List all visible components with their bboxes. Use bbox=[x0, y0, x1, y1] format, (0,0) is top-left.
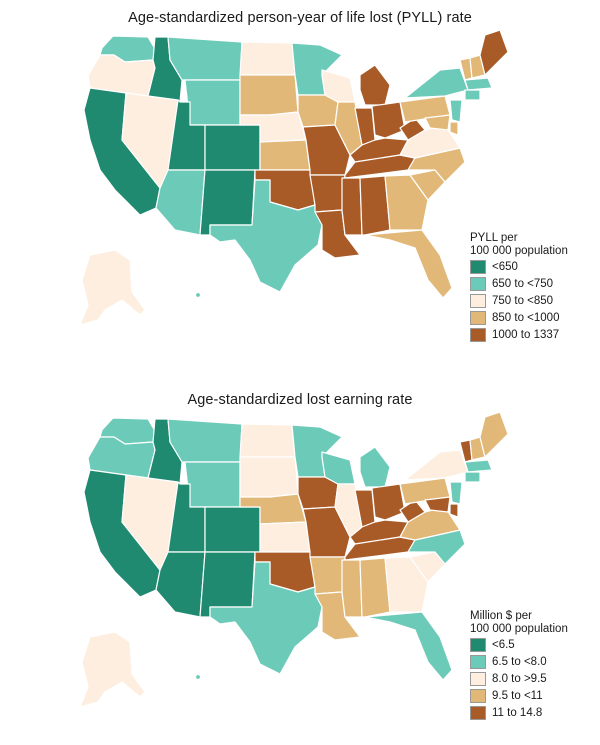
legend-item: 8.0 to >9.5 bbox=[470, 670, 568, 687]
legend-label: 8.0 to >9.5 bbox=[492, 672, 547, 685]
state-AK bbox=[79, 249, 146, 326]
state-MD bbox=[424, 496, 451, 513]
state-FL bbox=[364, 611, 453, 681]
state-MA bbox=[464, 77, 493, 91]
state-ND bbox=[239, 423, 296, 458]
legend-label: 11 to 14.8 bbox=[492, 706, 543, 719]
earnings-map-panel: Age-standardized lost earning rate bbox=[0, 382, 600, 745]
legend-swatch bbox=[470, 688, 486, 703]
legend-label: 850 to <1000 bbox=[492, 311, 560, 324]
state-AR bbox=[309, 174, 346, 213]
state-MS bbox=[341, 177, 363, 236]
legend-item: 1000 to 1337 bbox=[470, 326, 568, 343]
state-GA bbox=[384, 174, 429, 231]
state-AL bbox=[359, 175, 391, 236]
legend-label: 750 to <850 bbox=[492, 294, 554, 307]
legend-swatch bbox=[470, 310, 486, 325]
legend-title: Million $ per bbox=[470, 610, 532, 622]
state-DE bbox=[449, 503, 459, 518]
state-ME bbox=[479, 30, 509, 76]
legend-item: 9.5 to <11 bbox=[470, 687, 568, 704]
us-choropleth-map bbox=[79, 30, 509, 326]
state-DE bbox=[449, 121, 459, 136]
legend-item: <6.5 bbox=[470, 636, 568, 653]
state-HI bbox=[194, 673, 202, 681]
state-NY bbox=[404, 67, 469, 99]
state-AR bbox=[309, 556, 346, 595]
legend-swatch bbox=[470, 327, 486, 342]
legend-item: <650 bbox=[470, 258, 568, 275]
legend-label: 9.5 to <11 bbox=[492, 689, 543, 702]
legend-swatch bbox=[470, 293, 486, 308]
state-NY bbox=[404, 449, 469, 481]
state-WY bbox=[184, 79, 241, 126]
state-AZ bbox=[155, 169, 206, 236]
legend-subtitle: 100 000 population bbox=[470, 623, 568, 635]
us-choropleth-map bbox=[79, 412, 509, 708]
map-title: Age-standardized lost earning rate bbox=[187, 392, 413, 408]
state-MI bbox=[359, 446, 391, 488]
legend-swatch bbox=[470, 671, 486, 686]
state-OH bbox=[371, 101, 406, 139]
state-OH bbox=[371, 483, 406, 521]
state-CT bbox=[464, 89, 481, 101]
map-title: Age-standardized person-year of life los… bbox=[128, 10, 472, 26]
state-MT bbox=[167, 418, 243, 463]
state-GA bbox=[384, 556, 429, 613]
legend-swatch bbox=[470, 654, 486, 669]
legend-subtitle: 100 000 population bbox=[470, 245, 568, 257]
legend-swatch bbox=[470, 276, 486, 291]
state-SD bbox=[239, 74, 299, 116]
state-CO bbox=[204, 124, 261, 171]
legend-swatch bbox=[470, 259, 486, 274]
legend-item: 750 to <850 bbox=[470, 292, 568, 309]
legend-label: <6.5 bbox=[492, 638, 515, 651]
legend-item: 850 to <1000 bbox=[470, 309, 568, 326]
state-FL bbox=[364, 229, 453, 299]
state-NJ bbox=[449, 481, 463, 505]
state-MT bbox=[167, 36, 243, 81]
legend-swatch bbox=[470, 705, 486, 720]
state-KS bbox=[259, 139, 311, 171]
state-CT bbox=[464, 471, 481, 483]
state-AZ bbox=[155, 551, 206, 618]
legend-item: 6.5 to <8.0 bbox=[470, 653, 568, 670]
legend-label: 1000 to 1337 bbox=[492, 328, 560, 341]
legend-label: 650 to <750 bbox=[492, 277, 554, 290]
state-TX bbox=[209, 179, 323, 293]
map-legend: Million $ per 100 000 population <6.5 6.… bbox=[470, 610, 568, 721]
legend-item: 650 to <750 bbox=[470, 275, 568, 292]
state-IA bbox=[297, 476, 339, 510]
state-TX bbox=[209, 561, 323, 675]
state-SD bbox=[239, 456, 299, 498]
state-AK bbox=[79, 631, 146, 708]
state-AL bbox=[359, 557, 391, 618]
state-MI bbox=[359, 64, 391, 106]
legend-label: 6.5 to <8.0 bbox=[492, 655, 547, 668]
state-NJ bbox=[449, 99, 463, 123]
legend-label: <650 bbox=[492, 260, 518, 273]
state-HI bbox=[194, 291, 202, 299]
state-KS bbox=[259, 521, 311, 553]
map-legend: PYLL per 100 000 population <650 650 to … bbox=[470, 232, 568, 343]
state-MA bbox=[464, 459, 493, 473]
state-IA bbox=[297, 94, 339, 128]
legend-swatch bbox=[470, 637, 486, 652]
state-MS bbox=[341, 559, 363, 618]
state-ND bbox=[239, 41, 296, 76]
legend-title: PYLL per bbox=[470, 232, 518, 244]
state-ME bbox=[479, 412, 509, 458]
legend-item: 11 to 14.8 bbox=[470, 704, 568, 721]
state-MD bbox=[424, 114, 451, 131]
state-WY bbox=[184, 461, 241, 508]
state-CO bbox=[204, 506, 261, 553]
pyll-map-panel: Age-standardized person-year of life los… bbox=[0, 0, 600, 372]
